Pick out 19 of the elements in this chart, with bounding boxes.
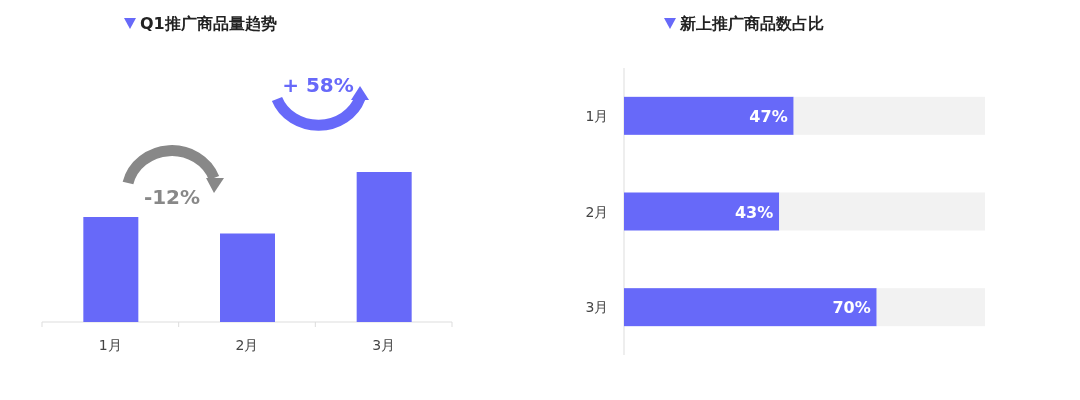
x-tick-label: 1月	[98, 337, 122, 353]
bar	[624, 288, 877, 327]
chart-title: 新上推广商品数占比	[679, 14, 824, 33]
data-label: 43%	[734, 202, 774, 222]
y-tick-label: 1月	[585, 107, 609, 124]
y-tick-label: 2月	[585, 203, 609, 220]
x-tick-label: 2月	[235, 337, 259, 353]
bar	[876, 288, 985, 327]
annotation: -12%	[143, 185, 201, 209]
x-tick-label: 3月	[372, 337, 396, 353]
text: + 58%	[282, 73, 354, 97]
bar	[624, 192, 780, 231]
bar	[793, 96, 985, 135]
bar	[779, 192, 985, 231]
data-label: 47%	[749, 106, 788, 126]
bar	[624, 96, 794, 135]
data-label: 70%	[832, 298, 871, 318]
y-tick-label: 3月	[585, 299, 609, 316]
chart-title: Q1推广商品量趋势	[140, 14, 277, 33]
